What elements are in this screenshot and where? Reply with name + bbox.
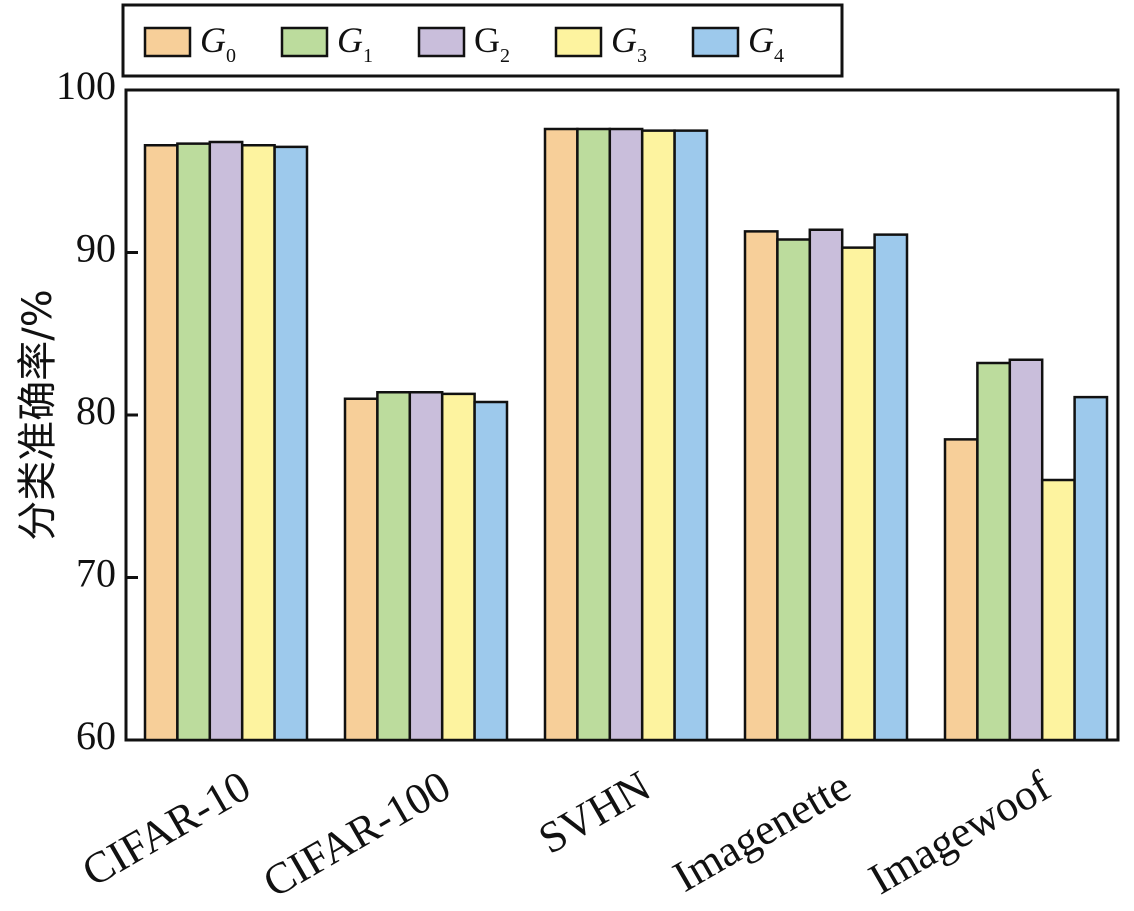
y-tick-label: 60 <box>76 713 116 758</box>
bar-g1-svhn <box>576 127 612 742</box>
bar-g3-svhn <box>640 129 676 742</box>
legend: G0 G1 G2 G3 G4 <box>121 3 844 78</box>
x-tick-label: Imagewoof <box>861 761 1059 904</box>
x-tick-label: SVHN <box>530 761 658 863</box>
y-tick-label: 100 <box>56 63 116 108</box>
legend-swatch <box>280 26 329 58</box>
bar-g1-imagenette <box>776 238 812 742</box>
legend-item-g3: G3 <box>554 20 647 67</box>
bar-g2-cifar-100 <box>408 391 444 742</box>
bar-g0-cifar-10 <box>143 144 179 742</box>
legend-swatch <box>143 26 192 58</box>
bar-g2-imagewoof <box>1008 358 1044 742</box>
bar-g3-imagewoof <box>1040 478 1076 742</box>
bars-group <box>143 127 1109 742</box>
bar-g1-cifar-10 <box>176 142 212 742</box>
bar-group-cifar-100 <box>343 391 509 742</box>
bar-g2-svhn <box>608 127 644 742</box>
y-axis-label: 分类准确率/% <box>15 289 61 540</box>
legend-swatch <box>691 26 740 58</box>
y-axis: 60 70 80 90 100 <box>56 63 138 758</box>
bar-g4-svhn <box>673 129 709 742</box>
x-tick-label: CIFAR-10 <box>74 761 259 896</box>
bar-g1-imagewoof <box>976 361 1012 742</box>
bar-g1-cifar-100 <box>376 391 412 742</box>
bar-group-svhn <box>543 127 709 742</box>
x-tick-label: Imagenette <box>665 761 859 901</box>
bar-group-imagewoof <box>943 358 1109 742</box>
bar-g2-imagenette <box>808 228 844 742</box>
y-tick-label: 80 <box>76 388 116 433</box>
bar-g3-cifar-100 <box>440 392 476 742</box>
bar-g0-svhn <box>543 127 579 742</box>
bar-group-cifar-10 <box>143 140 309 742</box>
bar-group-imagenette <box>743 228 909 742</box>
bar-g3-cifar-10 <box>240 144 276 742</box>
bar-g2-cifar-10 <box>208 140 244 742</box>
bar-g3-imagenette <box>840 246 876 742</box>
bar-g4-cifar-10 <box>273 145 309 742</box>
legend-swatch <box>417 26 466 58</box>
bar-g4-imagenette <box>873 233 909 742</box>
y-tick-label: 70 <box>76 551 116 596</box>
legend-swatch <box>554 26 603 58</box>
bar-g0-imagenette <box>743 230 779 742</box>
bar-g0-imagewoof <box>943 438 979 742</box>
bar-g4-imagewoof <box>1073 395 1109 742</box>
bar-g0-cifar-100 <box>343 397 379 742</box>
x-tick-label: CIFAR-100 <box>255 761 459 907</box>
legend-item-g4: G4 <box>691 20 784 67</box>
bar-g4-cifar-100 <box>473 400 509 742</box>
legend-item-g1: G1 <box>280 20 373 67</box>
y-tick-label: 90 <box>76 226 116 271</box>
